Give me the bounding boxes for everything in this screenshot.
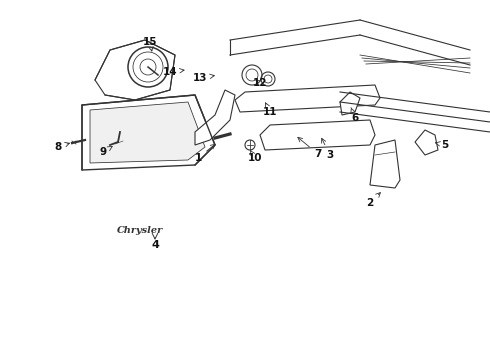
Text: 11: 11 xyxy=(263,103,277,117)
Polygon shape xyxy=(90,102,205,163)
Text: 8: 8 xyxy=(54,142,70,152)
Text: 10: 10 xyxy=(248,150,262,163)
Text: 9: 9 xyxy=(99,147,112,157)
Text: 15: 15 xyxy=(143,37,157,51)
Polygon shape xyxy=(195,90,235,145)
Text: 5: 5 xyxy=(436,140,449,150)
Text: 12: 12 xyxy=(253,78,267,88)
Polygon shape xyxy=(260,120,375,150)
Polygon shape xyxy=(95,40,175,100)
Text: 1: 1 xyxy=(195,144,215,163)
Text: 14: 14 xyxy=(163,67,184,77)
Polygon shape xyxy=(340,92,360,115)
Text: 3: 3 xyxy=(321,138,334,160)
Text: 7: 7 xyxy=(298,138,322,159)
Polygon shape xyxy=(82,95,215,170)
Polygon shape xyxy=(235,85,380,112)
Polygon shape xyxy=(370,140,400,188)
Text: 13: 13 xyxy=(193,73,214,83)
Text: 4: 4 xyxy=(151,240,159,250)
Text: 6: 6 xyxy=(351,108,359,123)
Text: 2: 2 xyxy=(367,193,380,208)
Text: Chrysler: Chrysler xyxy=(117,225,163,234)
Polygon shape xyxy=(415,130,438,155)
